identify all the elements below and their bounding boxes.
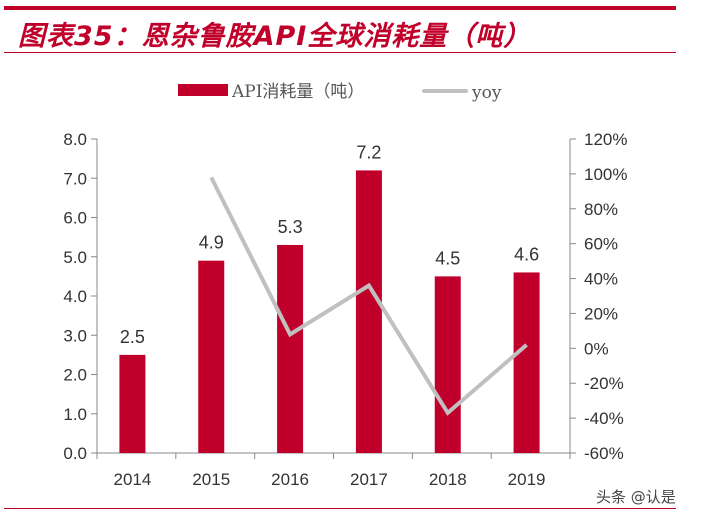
x-tick-label: 2017: [350, 470, 388, 489]
left-tick-label: 8.0: [63, 130, 87, 149]
right-tick-label: -40%: [584, 409, 624, 428]
title-rule: [4, 52, 676, 53]
bar: [513, 272, 540, 453]
x-tick-label: 2014: [114, 470, 152, 489]
right-tick-label: 0%: [584, 339, 609, 358]
legend-bar-swatch: [178, 84, 228, 96]
legend-line-label: yoy: [471, 83, 502, 103]
x-tick-label: 2019: [508, 470, 546, 489]
bar-data-label: 4.9: [199, 233, 224, 253]
bar: [434, 276, 461, 453]
left-tick-label: 0.0: [63, 444, 87, 463]
bottom-rule: [4, 508, 676, 509]
bar: [355, 170, 382, 453]
chart-title: 图表35：恩杂鲁胺API全球消耗量（吨）: [18, 21, 532, 52]
left-tick-label: 1.0: [63, 405, 87, 424]
right-tick-label: 60%: [584, 235, 618, 254]
yoy-line: [209, 176, 528, 416]
bar-data-label: 7.2: [356, 142, 381, 162]
legend-bar-label: API消耗量（吨）: [231, 82, 364, 102]
bar-data-label: 4.6: [514, 244, 539, 264]
bar: [277, 244, 304, 453]
x-tick-label: 2016: [271, 470, 309, 489]
left-tick-label: 2.0: [63, 366, 87, 385]
left-tick-label: 4.0: [63, 287, 87, 306]
bar: [198, 260, 225, 453]
watermark: 头条 @认是: [596, 488, 676, 506]
left-tick-label: 5.0: [63, 248, 87, 267]
x-tick-label: 2015: [192, 470, 230, 489]
left-tick-label: 6.0: [63, 209, 87, 228]
right-tick-label: -20%: [584, 374, 624, 393]
left-tick-label: 7.0: [63, 169, 87, 188]
right-tick-label: 120%: [584, 130, 627, 149]
bar-data-label: 4.5: [435, 248, 460, 268]
bar-data-label: 5.3: [278, 217, 303, 237]
bar: [119, 354, 146, 453]
right-tick-label: 40%: [584, 270, 618, 289]
x-tick-label: 2018: [429, 470, 467, 489]
right-tick-label: 80%: [584, 200, 618, 219]
right-tick-label: -60%: [584, 444, 624, 463]
top-rule: [4, 6, 676, 10]
bar-data-label: 2.5: [120, 327, 145, 347]
right-tick-label: 100%: [584, 165, 627, 184]
right-tick-label: 20%: [584, 304, 618, 323]
left-tick-label: 3.0: [63, 326, 87, 345]
